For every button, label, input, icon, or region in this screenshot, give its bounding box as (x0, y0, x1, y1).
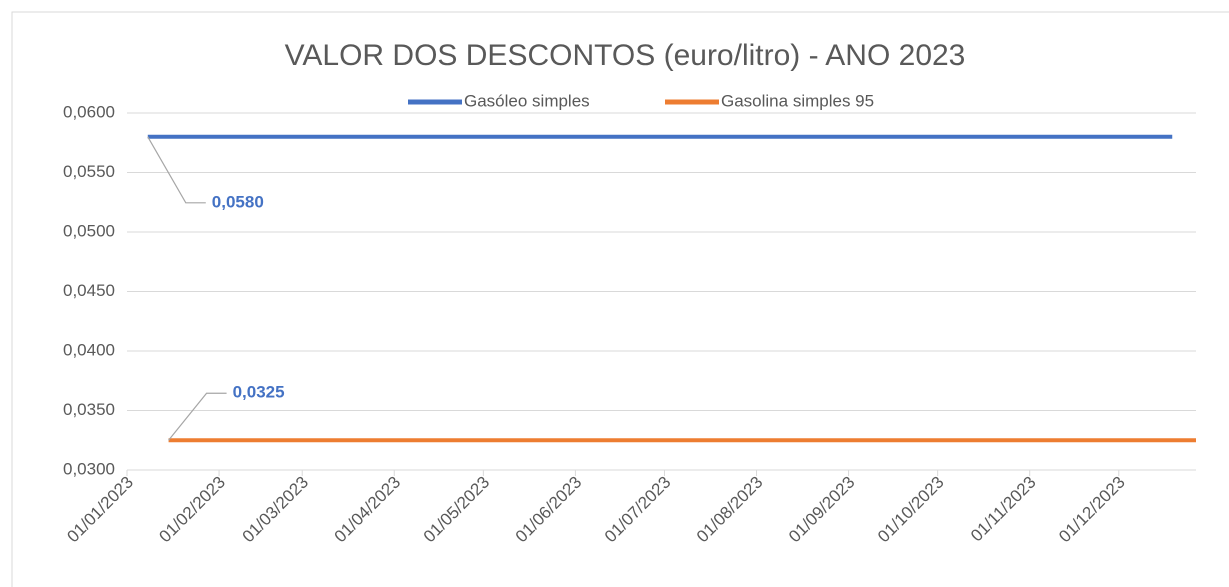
y-tick-label: 0,0400 (63, 340, 115, 359)
data-label: 0,0580 (212, 192, 264, 211)
y-tick-label: 0,0350 (63, 400, 115, 419)
legend-label: Gasolina simples 95 (721, 91, 874, 110)
chart-title: VALOR DOS DESCONTOS (euro/litro) - ANO 2… (285, 39, 966, 72)
leader-line (168, 392, 227, 441)
legend-label: Gasóleo simples (464, 91, 590, 110)
y-tick-label: 0,0600 (63, 102, 115, 121)
data-label: 0,0325 (233, 383, 285, 402)
leader-line (147, 136, 206, 204)
y-tick-label: 0,0500 (63, 221, 115, 240)
y-tick-label: 0,0550 (63, 162, 115, 181)
y-tick-label: 0,0450 (63, 281, 115, 300)
y-tick-label: 0,0300 (63, 459, 115, 478)
chart-border (11, 11, 1229, 587)
